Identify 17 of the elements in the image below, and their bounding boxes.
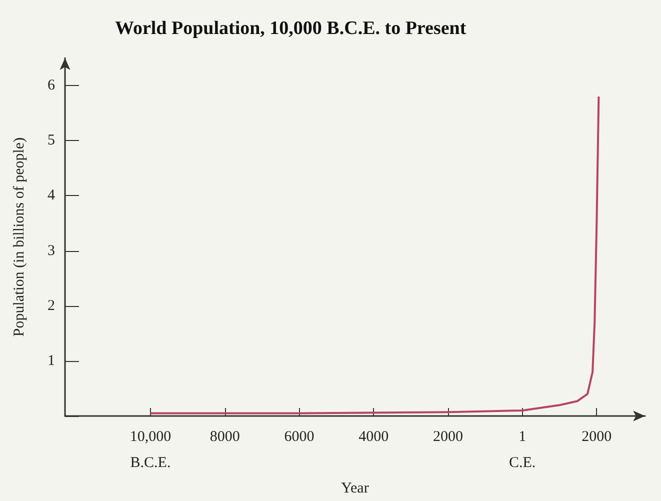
x-tick-label: 4000 bbox=[358, 429, 389, 445]
x-tick-label: 2000 bbox=[582, 429, 612, 445]
y-tick-label: 6 bbox=[48, 78, 56, 94]
y-tick-label: 2 bbox=[48, 298, 55, 314]
x-tick-label: 1 C.E. bbox=[509, 429, 536, 471]
x-tick-label: 10,000 B.C.E. bbox=[130, 429, 172, 471]
y-tick-label: 1 bbox=[48, 352, 55, 369]
x-tick-label: 6000 bbox=[284, 429, 314, 445]
x-tick-label: 2000 bbox=[432, 429, 463, 445]
x-tick-label: 8000 bbox=[210, 429, 240, 445]
y-tick-label: 5 bbox=[48, 132, 55, 149]
y-axis-title: Population (in billions of people) bbox=[12, 137, 28, 337]
line-series bbox=[150, 96, 600, 414]
y-tick-label: 4 bbox=[48, 188, 56, 204]
x-axis-title: Year bbox=[341, 480, 369, 496]
chart-title: World Population, 10,000 B.C.E. to Present bbox=[115, 18, 467, 39]
y-tick-label: 3 bbox=[48, 242, 55, 259]
